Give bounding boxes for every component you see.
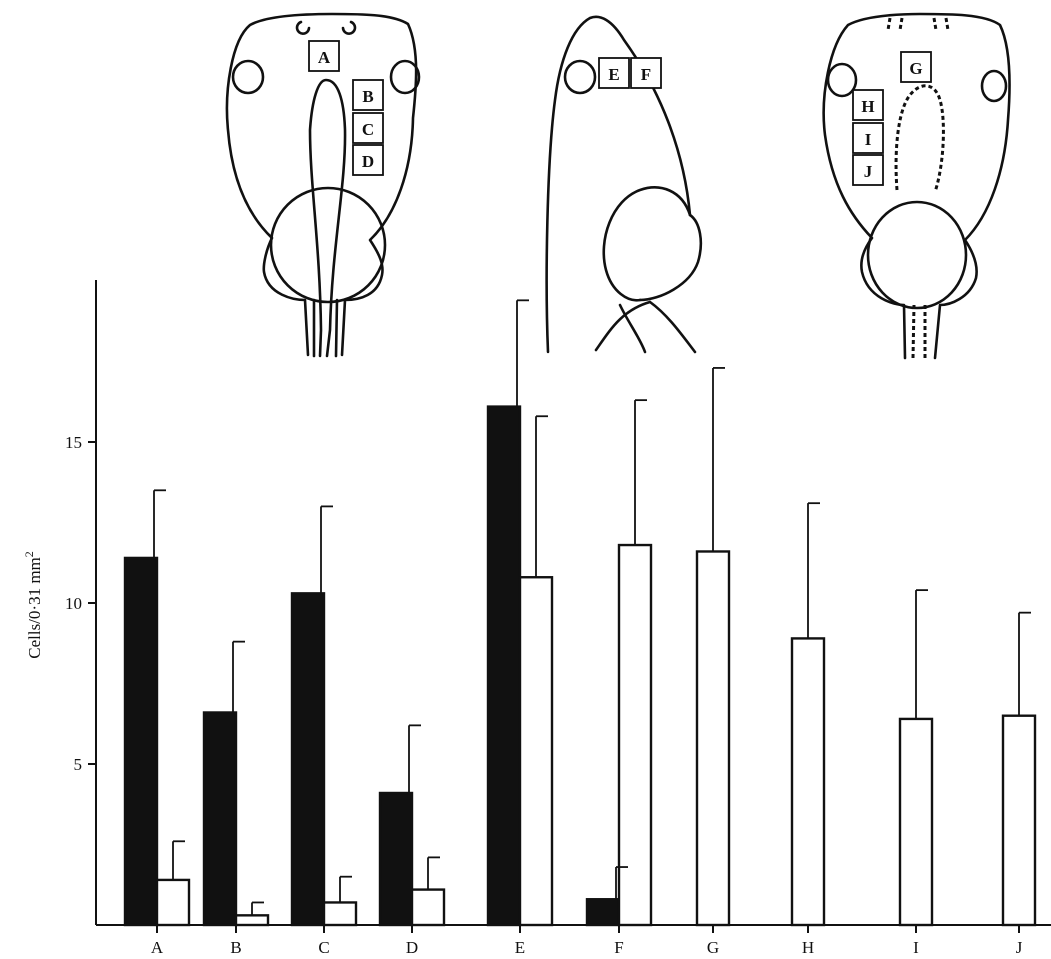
bar-b-series-1 <box>202 711 238 927</box>
region-box-b: B <box>352 79 384 111</box>
bar-h-series-2 <box>790 637 826 927</box>
region-label-c: C <box>362 120 374 139</box>
bar-f-series-1 <box>585 898 621 927</box>
bar-d-series-1 <box>378 791 414 927</box>
region-box-d: D <box>352 144 384 176</box>
region-label-e: E <box>608 65 619 84</box>
x-tick-labels: A B C D E F G H I J <box>151 925 1023 957</box>
ventral-view-diagram: G H I J <box>822 12 1011 360</box>
x-tick-label-h: H <box>802 938 814 957</box>
y-tick-label-15: 15 <box>65 433 82 452</box>
bar-a-series-2 <box>155 878 191 927</box>
region-box-h: H <box>852 89 884 121</box>
region-box-i: I <box>852 122 884 154</box>
bar-b-series-2 <box>234 914 270 927</box>
y-axis-label-superscript: 2 <box>22 551 36 557</box>
y-axis-label: Cells/0·31 mm2 <box>22 551 44 659</box>
region-label-j: J <box>864 162 873 181</box>
region-label-g: G <box>909 59 922 78</box>
error-bars <box>153 299 1031 916</box>
bar-i-series-2 <box>898 717 934 927</box>
bars <box>123 405 1037 927</box>
dorsal-view-diagram: A B C D <box>225 12 421 358</box>
x-tick-label-e: E <box>515 938 525 957</box>
bar-f-series-2 <box>617 543 653 927</box>
region-box-c: C <box>352 112 384 144</box>
bar-d-series-2 <box>410 888 446 927</box>
region-label-f: F <box>641 65 651 84</box>
bar-e-series-1 <box>486 405 522 927</box>
region-box-g: G <box>900 51 932 83</box>
bar-c-series-1 <box>290 592 326 927</box>
bar-c-series-2 <box>322 901 358 927</box>
y-ticks: 5 10 15 <box>65 433 96 774</box>
region-label-i: I <box>865 130 872 149</box>
x-tick-label-j: J <box>1016 938 1023 957</box>
region-box-e: E <box>598 57 630 89</box>
region-label-a: A <box>318 48 331 67</box>
svg-text:Cells/0·31 mm2: Cells/0·31 mm2 <box>22 551 44 659</box>
x-tick-label-d: D <box>406 938 418 957</box>
bar-j-series-2 <box>1001 714 1037 927</box>
bar-a-series-1 <box>123 556 159 927</box>
region-label-h: H <box>861 97 874 116</box>
y-tick-label-5: 5 <box>74 755 83 774</box>
x-tick-label-g: G <box>707 938 719 957</box>
x-tick-label-i: I <box>913 938 919 957</box>
bar-g-series-2 <box>695 550 731 927</box>
region-label-d: D <box>362 152 374 171</box>
region-label-b: B <box>362 87 373 106</box>
x-tick-label-c: C <box>318 938 329 957</box>
bar-e-series-2 <box>518 576 554 927</box>
region-box-a: A <box>308 40 340 72</box>
x-tick-label-f: F <box>614 938 623 957</box>
region-box-f: F <box>630 57 662 89</box>
y-tick-label-10: 10 <box>65 594 82 613</box>
region-box-j: J <box>852 154 884 186</box>
lateral-view-diagram: E F <box>545 15 703 354</box>
x-tick-label-b: B <box>230 938 241 957</box>
y-axis-label-text: Cells/0·31 mm <box>25 557 44 659</box>
x-tick-label-a: A <box>151 938 164 957</box>
